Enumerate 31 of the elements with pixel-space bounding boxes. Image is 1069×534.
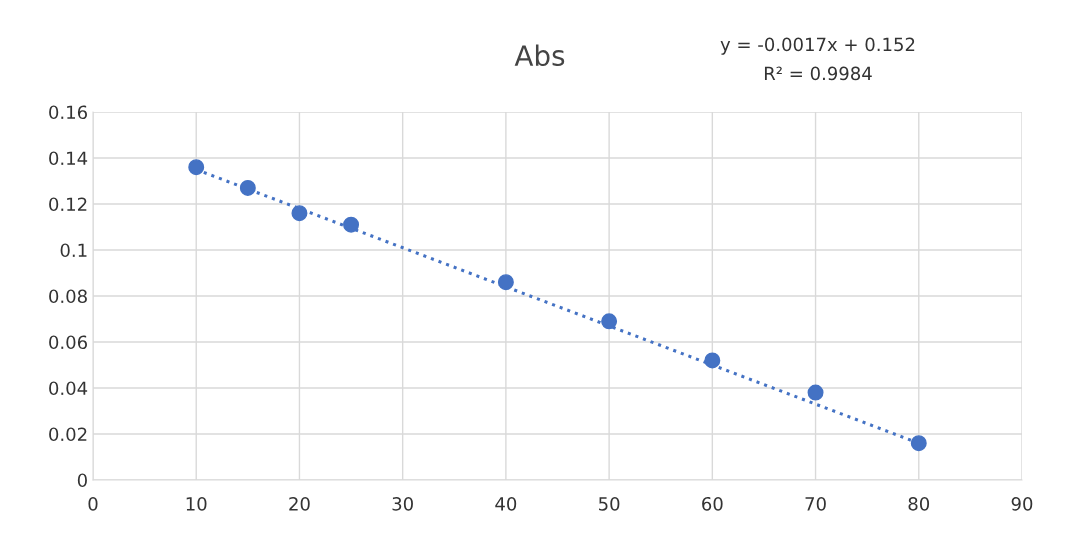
point	[601, 313, 618, 330]
y-tick-label: 0.14	[49, 151, 88, 166]
point	[704, 352, 721, 369]
y-tick-label: 0.16	[49, 105, 87, 120]
text: y = -0.0017x + 0.152	[720, 37, 915, 55]
y-tick-label: 0.02	[49, 427, 87, 442]
x-tick-label: 20	[289, 496, 310, 511]
point	[188, 159, 205, 176]
point	[497, 274, 514, 291]
point	[910, 435, 927, 452]
y-tick-label: 0.06	[49, 335, 87, 350]
text: R² = 0.9984	[764, 66, 872, 81]
y-tick-label: 0.1	[60, 243, 87, 258]
y-tick-label: 0.04	[49, 381, 88, 396]
x-tick-label: 90	[1011, 496, 1033, 511]
x-tick-label: 80	[908, 496, 930, 511]
chart-title: Abs	[514, 44, 565, 67]
x-tick-label: 10	[186, 496, 207, 511]
x-tick-label: 60	[702, 496, 723, 511]
point	[807, 384, 824, 401]
x-tick-label: 30	[392, 496, 413, 511]
point	[343, 216, 360, 233]
x-tick-label: 40	[495, 496, 517, 511]
point	[239, 179, 256, 196]
x-tick-label: 0	[88, 496, 98, 511]
y-tick-label: 0.08	[49, 289, 87, 304]
point	[291, 205, 308, 222]
x-tick-label: 50	[599, 496, 620, 511]
x-tick-label: 70	[805, 496, 826, 511]
y-tick-label: 0	[77, 473, 87, 488]
y-tick-label: 0.12	[49, 197, 87, 212]
